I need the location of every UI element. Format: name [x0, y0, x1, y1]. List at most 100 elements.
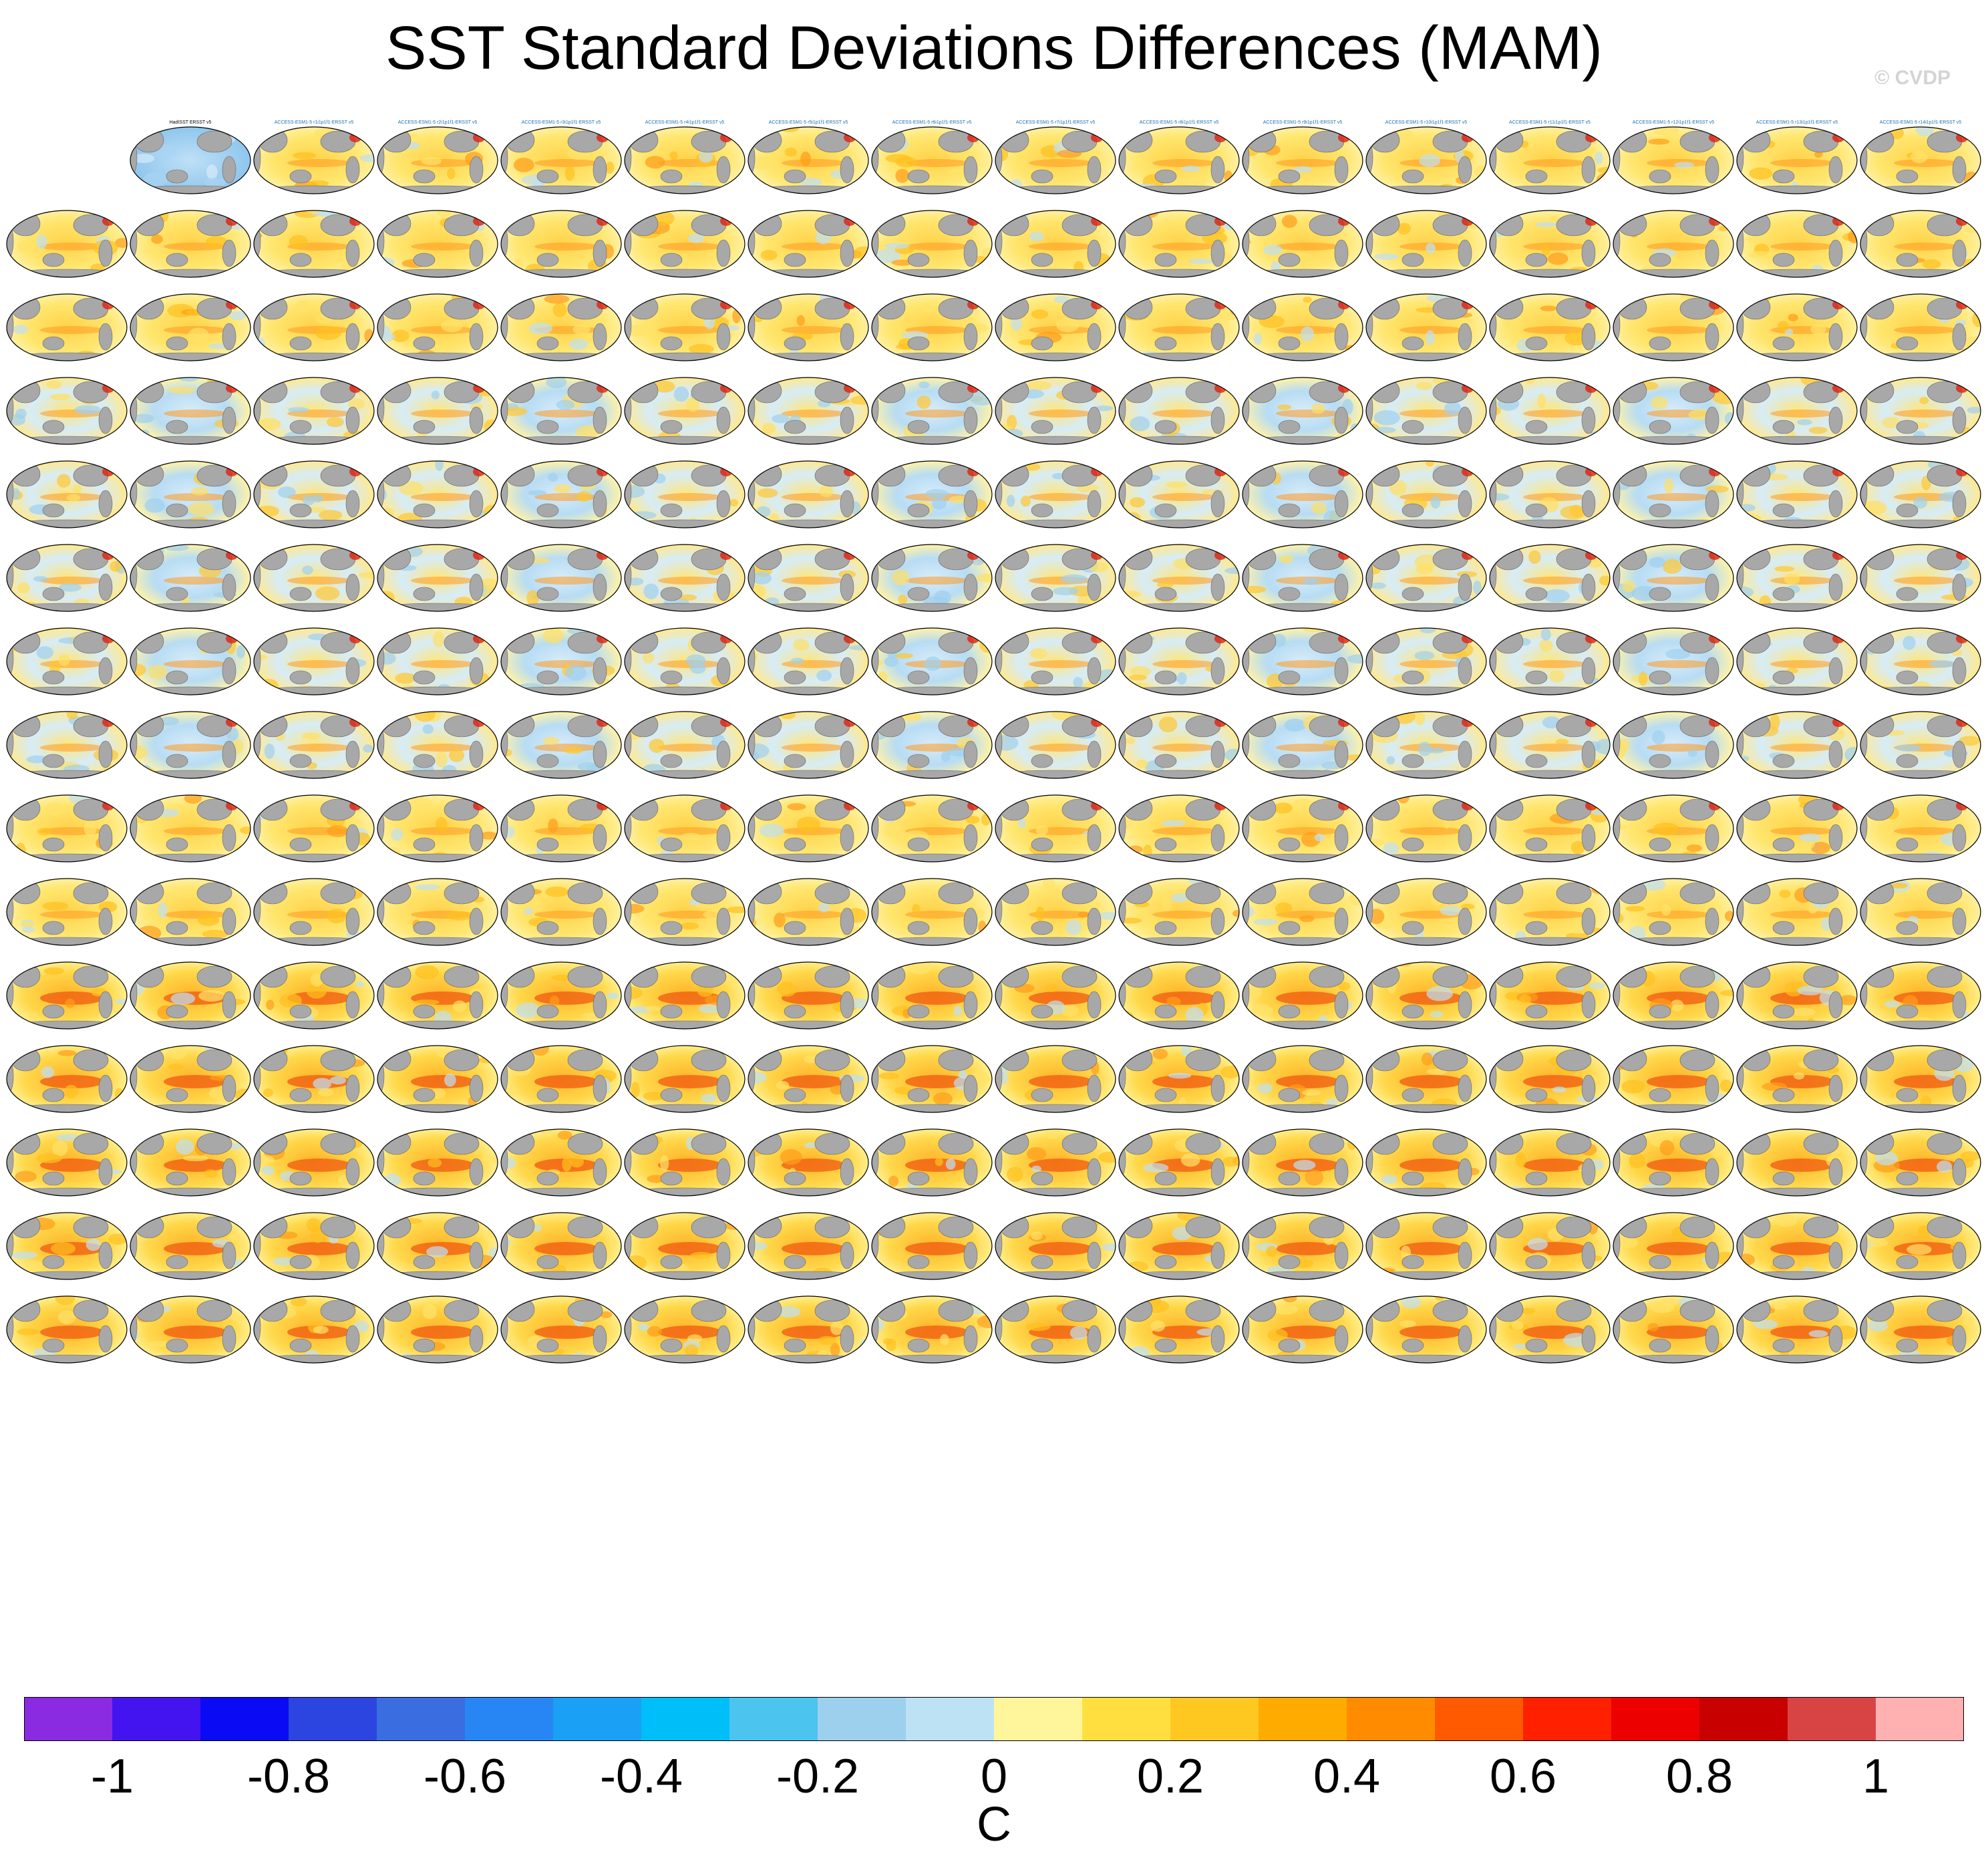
map-panel — [624, 460, 746, 528]
map-panel — [1242, 1295, 1363, 1364]
colorbar-swatch — [1788, 1697, 1876, 1741]
map-panel — [995, 878, 1116, 946]
colorbar-swatch — [1082, 1697, 1171, 1741]
panel-label: ACCESS-ESM1-5 r8i1p1f1-ERSST v5 — [1140, 120, 1219, 125]
map-panel — [6, 794, 128, 863]
map-panel — [1242, 1045, 1363, 1113]
colorbar-tick-label: -0.2 — [776, 1750, 860, 1803]
map-panel — [748, 1045, 869, 1113]
map-panel — [377, 627, 498, 695]
map-panel — [748, 1295, 869, 1364]
map-panel — [253, 794, 375, 863]
map-panel — [1242, 460, 1363, 528]
colorbar-swatch — [729, 1697, 818, 1741]
map-panel — [748, 544, 869, 612]
map-panel — [1736, 1295, 1858, 1364]
colorbar-swatch — [1259, 1697, 1347, 1741]
map-panel — [1489, 627, 1611, 695]
colorbar-tick-label: -0.6 — [423, 1750, 507, 1803]
map-panel — [748, 210, 869, 278]
map-panel — [995, 1128, 1116, 1197]
colorbar-swatch — [994, 1697, 1083, 1741]
map-panel — [871, 293, 993, 361]
map-panel — [377, 1045, 498, 1113]
map-panel: ACCESS-ESM1-5 r6i1p1f1-ERSST v5 — [871, 120, 993, 194]
map-panel — [995, 711, 1116, 779]
map-panel — [624, 210, 746, 278]
map-panel — [377, 460, 498, 528]
panel-label: ACCESS-ESM1-5 r10i1p1f1-ERSST v5 — [1385, 120, 1468, 125]
map-panel — [1118, 377, 1240, 445]
map-panel — [1860, 1295, 1981, 1364]
map-panel: ACCESS-ESM1-5 r3i1p1f1-ERSST v5 — [500, 120, 622, 194]
map-panel — [1860, 293, 1981, 361]
map-panel — [748, 1212, 869, 1280]
map-panel — [1860, 1045, 1981, 1113]
map-panel — [871, 1295, 993, 1364]
map-panel: ACCESS-ESM1-5 r11i1p1f1-ERSST v5 — [1489, 120, 1611, 194]
map-panel — [1860, 1128, 1981, 1197]
map-panel — [1118, 794, 1240, 863]
map-panel — [1860, 1212, 1981, 1280]
map-panel — [253, 711, 375, 779]
map-panel — [995, 794, 1116, 863]
map-panel — [1736, 1045, 1858, 1113]
map-panel — [130, 1295, 251, 1364]
map-panel — [1242, 210, 1363, 278]
map-panel — [1736, 627, 1858, 695]
map-panel — [253, 1212, 375, 1280]
map-panel — [253, 460, 375, 528]
map-panel — [748, 460, 869, 528]
panel-label: ACCESS-ESM1-5 r4i1p1f1-ERSST v5 — [645, 120, 725, 125]
map-panel — [377, 794, 498, 863]
colorbar-swatch — [1611, 1697, 1700, 1741]
map-panel — [1860, 210, 1981, 278]
map-panel — [253, 961, 375, 1030]
map-panel — [1736, 460, 1858, 528]
panel-label: ACCESS-ESM1-5 r1i1p1f1-ERSST v5 — [275, 120, 354, 125]
map-panel — [624, 377, 746, 445]
map-panel — [377, 961, 498, 1030]
colorbar-swatch — [553, 1697, 642, 1741]
map-panel — [624, 711, 746, 779]
map-panel — [1860, 878, 1981, 946]
panel-label: ACCESS-ESM1-5 r9i1p1f1-ERSST v5 — [1263, 120, 1343, 125]
map-panel — [1118, 210, 1240, 278]
map-panel — [6, 544, 128, 612]
map-panel — [1365, 460, 1487, 528]
map-panel — [253, 1045, 375, 1113]
colorbar-swatch — [1347, 1697, 1436, 1741]
colorbar-swatch — [200, 1697, 289, 1741]
map-panel — [1365, 1295, 1487, 1364]
map-panel — [1242, 377, 1363, 445]
colorbar-tick-label: 0.2 — [1136, 1750, 1204, 1803]
map-panel — [624, 1128, 746, 1197]
map-panel — [500, 1128, 622, 1197]
map-panel — [748, 878, 869, 946]
map-panel — [1489, 961, 1611, 1030]
panel-label: ACCESS-ESM1-5 r14i1p1f1-ERSST v5 — [1880, 120, 1962, 125]
map-panel — [1736, 1128, 1858, 1197]
map-panel — [500, 1045, 622, 1113]
map-panel — [1118, 460, 1240, 528]
map-panel — [1613, 1128, 1734, 1197]
map-panel — [130, 878, 251, 946]
map-panel — [1489, 794, 1611, 863]
map-panel — [995, 460, 1116, 528]
map-panel — [1860, 377, 1981, 445]
map-panel — [1613, 293, 1734, 361]
colorbar-swatch — [641, 1697, 730, 1741]
colorbar-tick-label: -0.8 — [246, 1750, 331, 1803]
map-panel: ACCESS-ESM1-5 r14i1p1f1-ERSST v5 — [1860, 120, 1981, 194]
map-panels-grid: HadISST ERSST v5 ACCESS-ESM1-5 r1i1p1f1-E… — [6, 120, 1981, 1364]
cvdp-watermark: © CVDP — [1874, 67, 1951, 89]
map-panel — [1860, 961, 1981, 1030]
map-panel — [748, 627, 869, 695]
map-panel: ACCESS-ESM1-5 r10i1p1f1-ERSST v5 — [1365, 120, 1487, 194]
colorbar-swatch — [465, 1697, 554, 1741]
map-panel — [1118, 878, 1240, 946]
map-panel — [1613, 544, 1734, 612]
map-panel — [1242, 544, 1363, 612]
map-panel — [500, 210, 622, 278]
colorbar-swatch — [1170, 1697, 1259, 1741]
